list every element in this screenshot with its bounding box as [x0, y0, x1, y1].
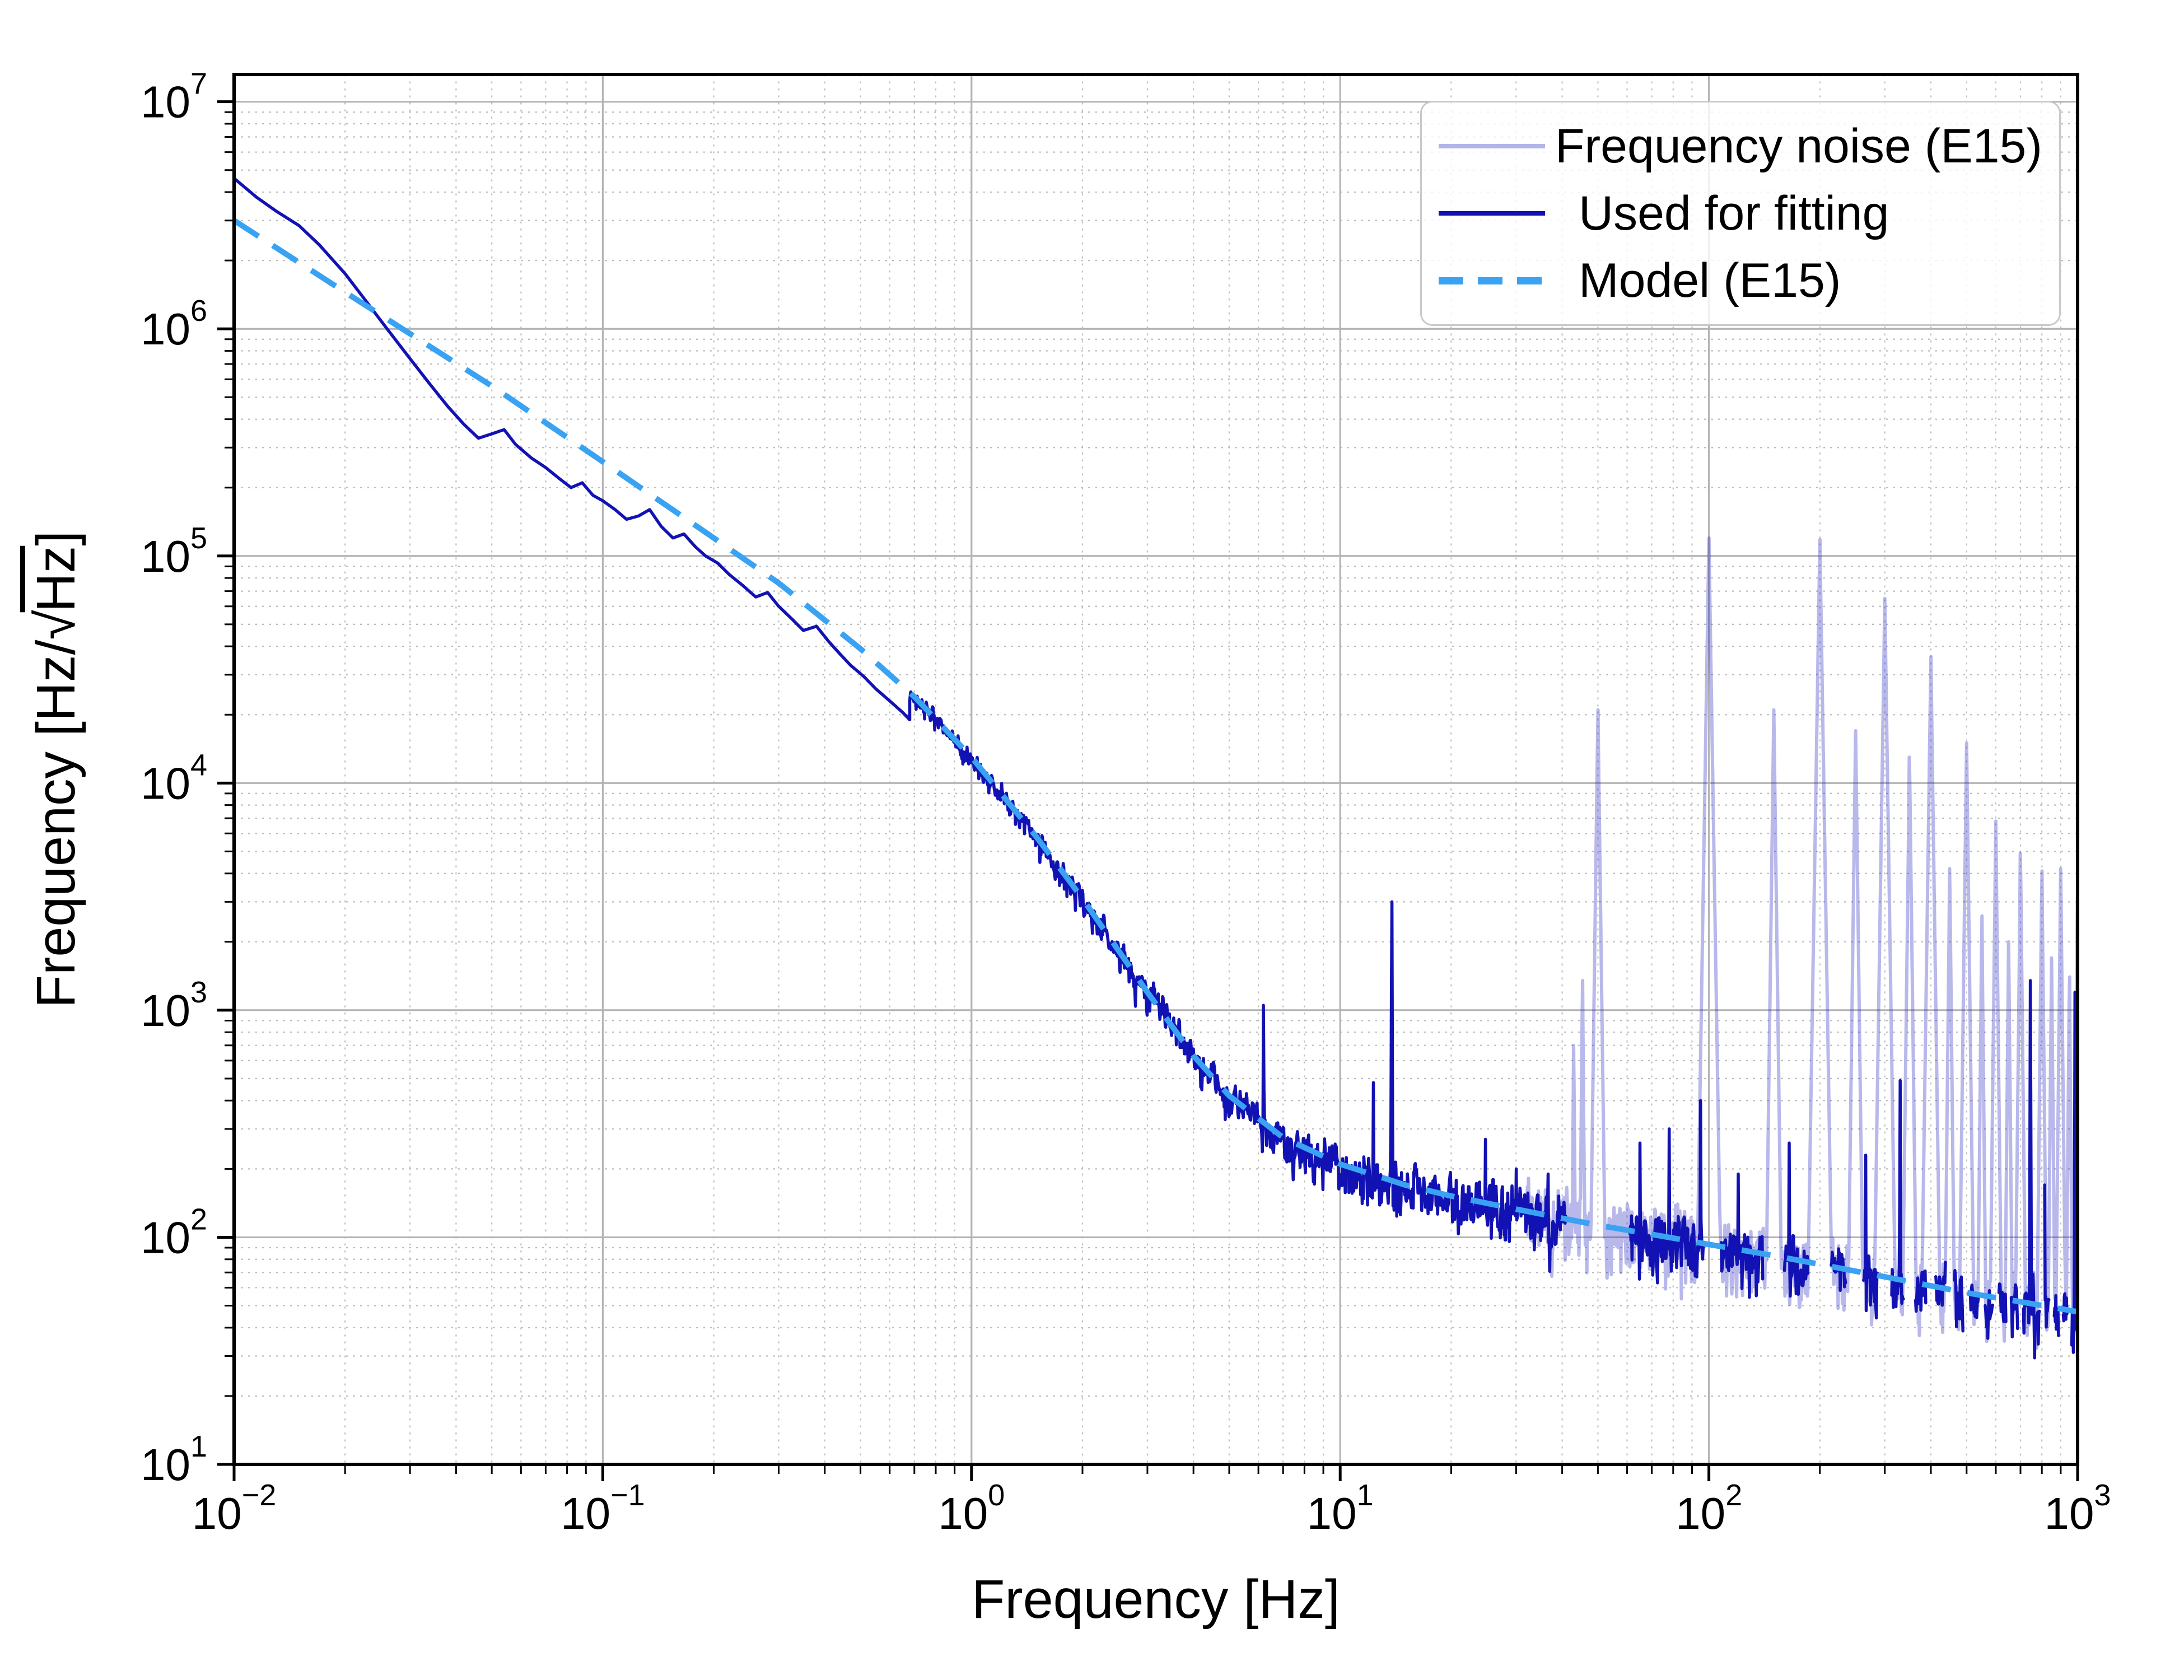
- y-axis-label: Frequency [Hz/√Hz]: [25, 531, 87, 1008]
- y-tick-labels: 107 106 105 104 103 102 101: [141, 67, 207, 1490]
- y-tick-label: 101: [141, 1430, 207, 1490]
- legend: Frequency noise (E15) Used for fitting M…: [1420, 101, 2061, 326]
- dark-line-swatch: [1439, 211, 1545, 216]
- plot-frame: [232, 73, 2079, 1466]
- light-line-swatch: [1439, 144, 1545, 148]
- x-tick-label: 10−2: [192, 1478, 277, 1538]
- model-line: [234, 218, 2078, 1315]
- x-tick-label: 101: [1307, 1478, 1374, 1538]
- x-tick-label: 103: [2044, 1478, 2111, 1538]
- y-tick-label: 106: [141, 294, 207, 354]
- y-tick-label: 103: [141, 976, 207, 1035]
- legend-item-model: Model (E15): [1439, 250, 2042, 311]
- legend-line-sample-model: [1439, 277, 1579, 284]
- legend-label: Used for fitting: [1579, 186, 1889, 240]
- x-tick-label: 100: [938, 1478, 1005, 1538]
- y-axis-label-sqrt-arg: Hz: [25, 545, 86, 613]
- legend-item-used-for-fitting: Used for fitting: [1439, 183, 2042, 244]
- y-tick-label: 105: [141, 521, 207, 581]
- x-axis-label: Frequency [Hz]: [972, 1569, 1340, 1630]
- x-tick-label: 102: [1676, 1478, 1742, 1538]
- axis-ticks: [217, 100, 2079, 1481]
- legend-label: Frequency noise (E15): [1555, 119, 2042, 173]
- legend-label: Model (E15): [1579, 253, 1841, 307]
- y-axis-label-prefix: Frequency [Hz/: [25, 640, 86, 1009]
- x-tick-labels: 10−2 10−1 100 101 102 103: [192, 1478, 2111, 1538]
- y-tick-label: 104: [141, 748, 207, 808]
- legend-line-sample-used-for-fitting: [1439, 211, 1579, 216]
- y-axis-label-suffix: ]: [25, 530, 86, 546]
- model-dashed-swatch: [1439, 277, 1545, 284]
- y-tick-label: 102: [141, 1202, 207, 1262]
- x-tick-label: 10−1: [561, 1478, 645, 1538]
- used-for-fitting-line: [234, 176, 2078, 1360]
- legend-line-sample-frequency-noise: [1439, 144, 1555, 148]
- y-tick-label: 107: [141, 67, 207, 127]
- sqrt-radical: √: [25, 612, 86, 640]
- legend-item-frequency-noise: Frequency noise (E15): [1439, 115, 2042, 177]
